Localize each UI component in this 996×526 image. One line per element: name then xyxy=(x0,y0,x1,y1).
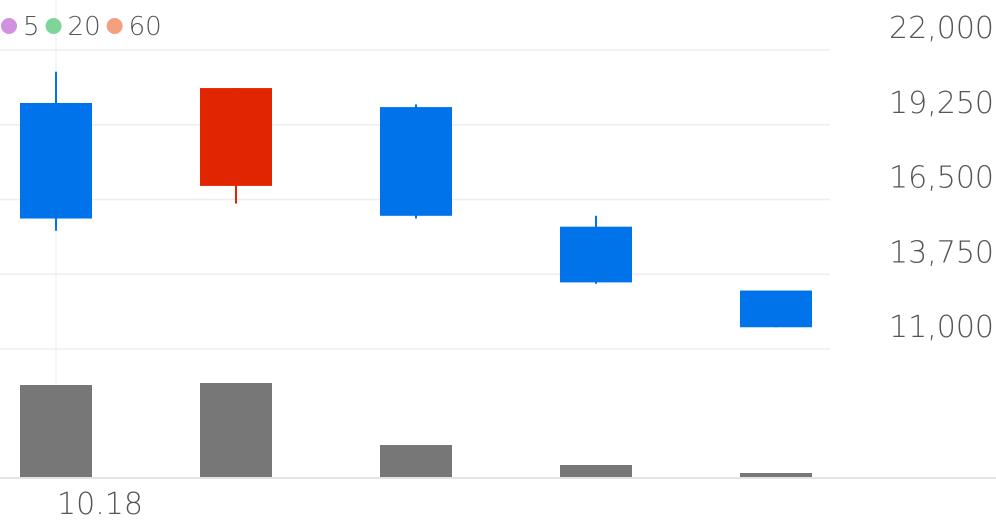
legend-marker xyxy=(106,18,123,34)
x-tick-label: 10.18 xyxy=(57,487,143,522)
volume-bar xyxy=(200,383,272,477)
candle-body xyxy=(560,226,632,283)
legend-label: 20 xyxy=(68,12,101,42)
legend-marker xyxy=(1,18,17,34)
candle-body xyxy=(200,88,272,186)
legend-marker xyxy=(45,18,62,34)
y-tick-label: 13,750 xyxy=(889,235,994,270)
volume-bar xyxy=(380,445,452,477)
legend-label: 60 xyxy=(129,12,162,42)
candle-body xyxy=(380,107,452,216)
legend-label: 5 xyxy=(23,12,40,42)
y-tick-label: 11,000 xyxy=(889,310,994,345)
volume-bar xyxy=(560,465,632,477)
y-tick-label: 22,000 xyxy=(889,11,994,46)
y-tick-label: 16,500 xyxy=(889,161,994,196)
volume-bar xyxy=(740,473,812,477)
candle-body xyxy=(740,290,812,328)
candle-body xyxy=(20,103,92,219)
y-tick-label: 19,250 xyxy=(889,86,994,121)
volume-bar xyxy=(20,385,92,477)
